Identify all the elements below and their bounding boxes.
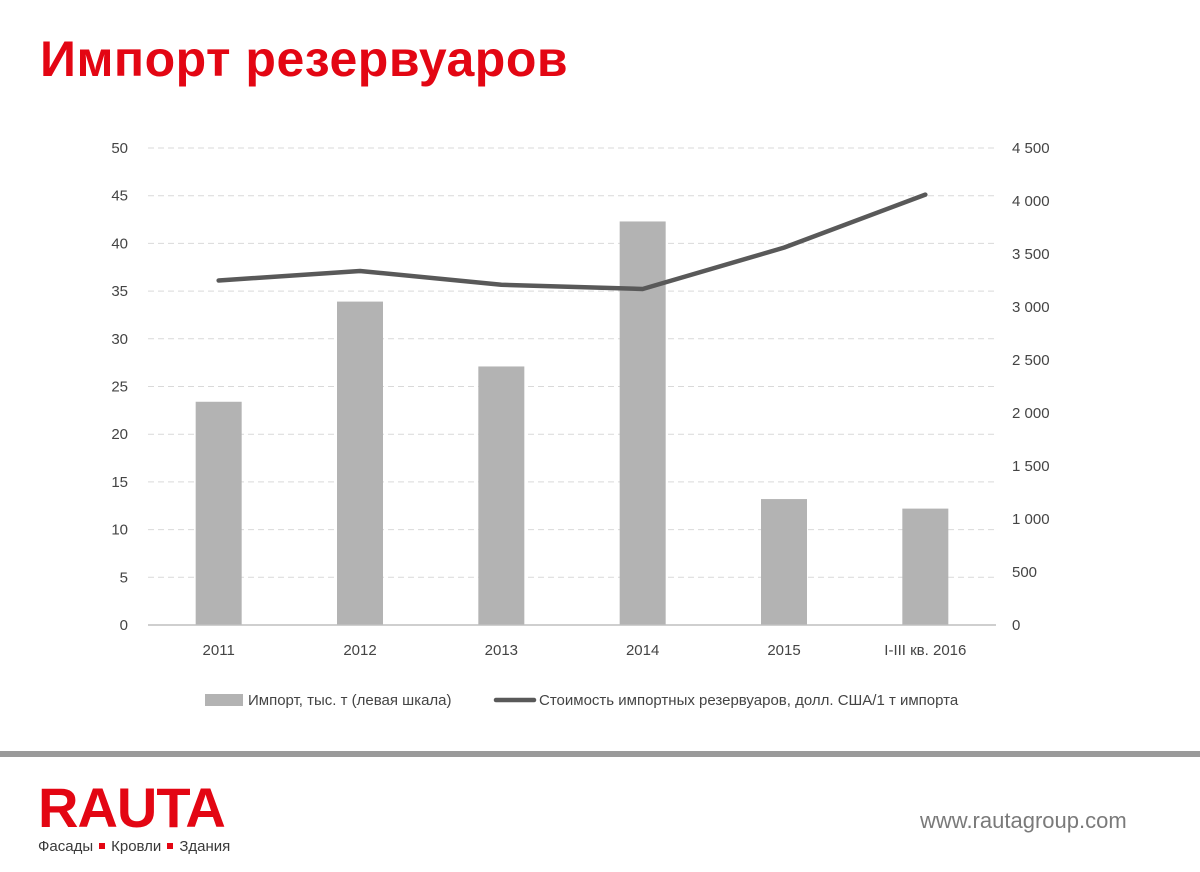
tagline-item: Кровли xyxy=(111,838,162,855)
x-tick-label: I-III кв. 2016 xyxy=(884,642,966,659)
website-link[interactable]: www.rautagroup.com xyxy=(920,808,1127,833)
x-tick-label: 2012 xyxy=(343,642,376,659)
footer-divider xyxy=(0,751,1200,757)
right-tick-label: 2 000 xyxy=(1012,405,1050,422)
right-tick-label: 3 000 xyxy=(1012,299,1050,316)
tagline-separator xyxy=(167,843,174,850)
x-tick-label: 2011 xyxy=(203,642,235,659)
right-tick-label: 1 500 xyxy=(1012,458,1050,475)
bar xyxy=(337,301,383,625)
left-tick-label: 5 xyxy=(120,569,128,586)
logo-tagline: Фасады Кровли Здания xyxy=(38,838,278,855)
x-tick-label: 2013 xyxy=(485,642,518,659)
right-tick-label: 3 500 xyxy=(1012,246,1050,263)
bar xyxy=(902,508,949,625)
tagline-separator xyxy=(99,843,106,850)
left-tick-label: 10 xyxy=(111,522,128,539)
right-tick-label: 0 xyxy=(1012,617,1020,634)
legend-label-cost: Стоимость импортных резервуаров, долл. С… xyxy=(539,692,959,709)
left-tick-label: 25 xyxy=(111,379,128,396)
bar xyxy=(761,499,807,625)
legend-swatch-import xyxy=(205,694,243,706)
left-tick-label: 40 xyxy=(111,235,128,252)
tagline-item: Фасады xyxy=(38,838,94,855)
left-tick-label: 45 xyxy=(111,188,128,205)
left-tick-label: 0 xyxy=(120,617,128,634)
right-tick-label: 4 500 xyxy=(1012,140,1050,157)
line-series-cost xyxy=(216,192,928,292)
left-tick-label: 15 xyxy=(111,474,128,491)
logo-wordmark: RAUTA xyxy=(38,776,226,839)
slide-title: Импорт резервуаров xyxy=(40,31,569,87)
bar xyxy=(195,401,242,625)
right-tick-label: 2 500 xyxy=(1012,352,1050,369)
bar xyxy=(478,366,525,625)
right-tick-label: 500 xyxy=(1012,564,1037,581)
left-tick-label: 30 xyxy=(111,331,128,348)
left-tick-label: 50 xyxy=(111,140,128,157)
legend-label-import: Импорт, тыс. т (левая шкала) xyxy=(248,692,452,709)
x-tick-label: 2014 xyxy=(626,642,659,659)
rauta-logo: RAUTA Фасады Кровли Здания xyxy=(38,776,278,856)
left-tick-label: 35 xyxy=(111,283,128,300)
right-tick-label: 4 000 xyxy=(1012,193,1050,210)
x-tick-label: 2015 xyxy=(767,642,800,659)
right-tick-label: 1 000 xyxy=(1012,511,1050,528)
tagline-item: Здания xyxy=(179,838,231,855)
left-tick-label: 20 xyxy=(111,426,128,443)
